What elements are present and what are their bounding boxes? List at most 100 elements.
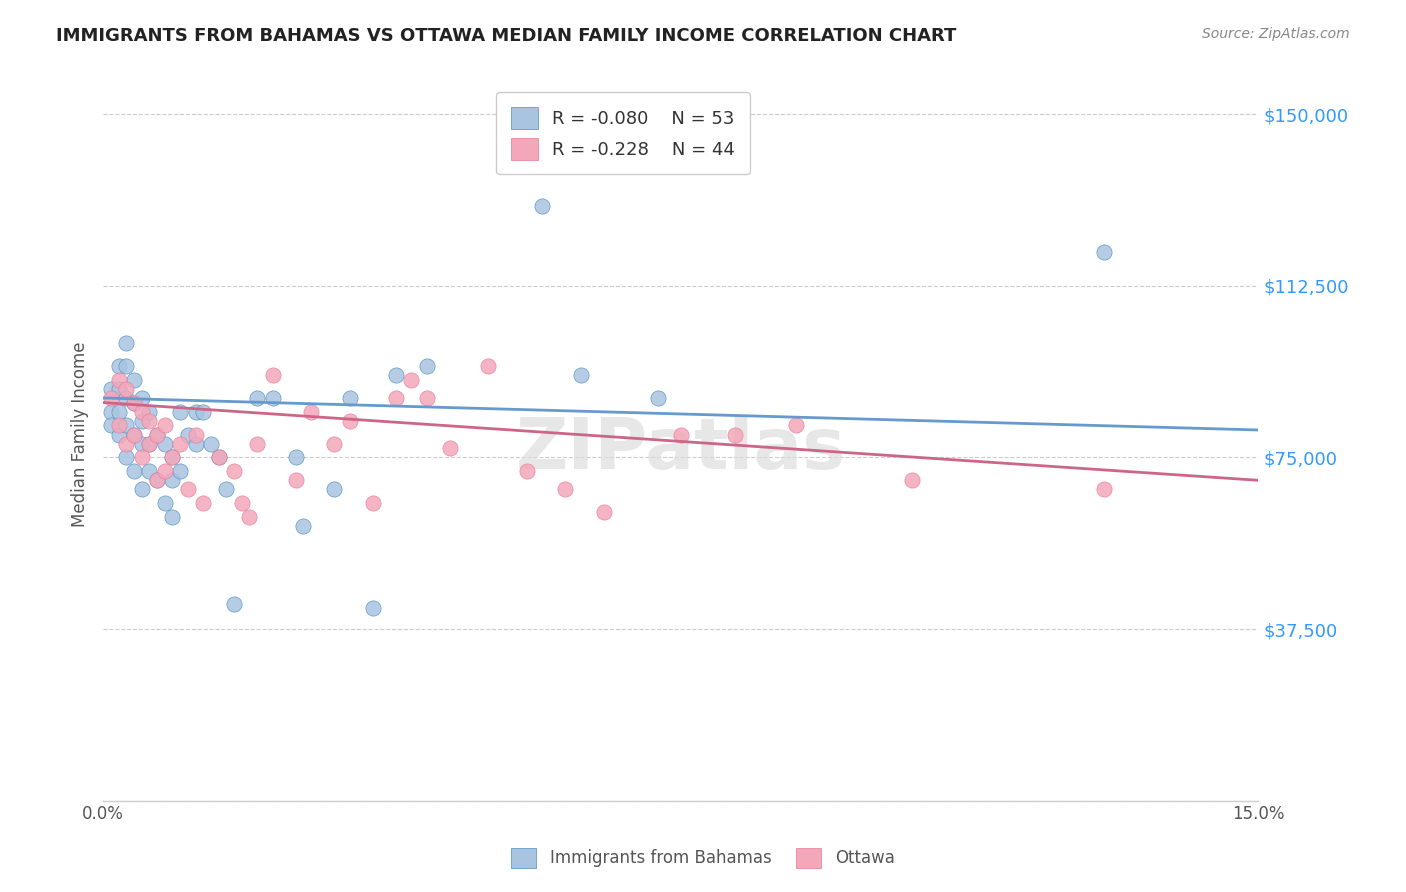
Point — [901, 473, 924, 487]
Point — [339, 391, 361, 405]
Point — [1094, 483, 1116, 497]
Point — [100, 391, 122, 405]
Point — [415, 391, 437, 405]
Point — [131, 391, 153, 405]
Point — [1094, 244, 1116, 259]
Point — [162, 510, 184, 524]
Point — [284, 473, 307, 487]
Point — [115, 336, 138, 351]
Point — [439, 442, 461, 456]
Point — [516, 464, 538, 478]
Point — [299, 405, 322, 419]
Y-axis label: Median Family Income: Median Family Income — [72, 342, 89, 527]
Point — [246, 391, 269, 405]
Point — [122, 395, 145, 409]
Point — [184, 436, 207, 450]
Point — [162, 450, 184, 465]
Point — [107, 405, 129, 419]
Point — [115, 382, 138, 396]
Point — [146, 427, 169, 442]
Point — [169, 436, 191, 450]
Point — [415, 359, 437, 373]
Point — [122, 395, 145, 409]
Point — [262, 391, 284, 405]
Point — [222, 464, 245, 478]
Point — [193, 405, 215, 419]
Text: ZIPatlas: ZIPatlas — [516, 415, 846, 483]
Point — [100, 418, 122, 433]
Point — [592, 505, 614, 519]
Point — [131, 483, 153, 497]
Legend: Immigrants from Bahamas, Ottawa: Immigrants from Bahamas, Ottawa — [505, 841, 901, 875]
Point — [107, 427, 129, 442]
Point — [477, 359, 499, 373]
Text: IMMIGRANTS FROM BAHAMAS VS OTTAWA MEDIAN FAMILY INCOME CORRELATION CHART: IMMIGRANTS FROM BAHAMAS VS OTTAWA MEDIAN… — [56, 27, 956, 45]
Point — [138, 405, 160, 419]
Point — [246, 436, 269, 450]
Point — [138, 436, 160, 450]
Point — [531, 199, 554, 213]
Point — [208, 450, 231, 465]
Point — [138, 464, 160, 478]
Point — [262, 368, 284, 383]
Point — [153, 496, 176, 510]
Point — [177, 427, 200, 442]
Point — [724, 427, 747, 442]
Point — [122, 373, 145, 387]
Point — [162, 473, 184, 487]
Point — [153, 464, 176, 478]
Point — [361, 496, 384, 510]
Point — [122, 427, 145, 442]
Point — [399, 373, 422, 387]
Point — [153, 418, 176, 433]
Point — [222, 597, 245, 611]
Point — [385, 391, 408, 405]
Point — [122, 464, 145, 478]
Point — [146, 473, 169, 487]
Point — [361, 601, 384, 615]
Point — [107, 418, 129, 433]
Point — [200, 436, 222, 450]
Point — [169, 464, 191, 478]
Point — [647, 391, 669, 405]
Point — [339, 414, 361, 428]
Point — [107, 359, 129, 373]
Point — [177, 483, 200, 497]
Point — [284, 450, 307, 465]
Point — [100, 382, 122, 396]
Point — [122, 427, 145, 442]
Point — [323, 483, 346, 497]
Point — [669, 427, 692, 442]
Point — [146, 473, 169, 487]
Point — [131, 436, 153, 450]
Point — [107, 373, 129, 387]
Point — [231, 496, 253, 510]
Point — [131, 414, 153, 428]
Point — [785, 418, 807, 433]
Point — [115, 450, 138, 465]
Point — [169, 405, 191, 419]
Point — [115, 418, 138, 433]
Point — [208, 450, 231, 465]
Point — [138, 436, 160, 450]
Point — [193, 496, 215, 510]
Point — [238, 510, 260, 524]
Point — [385, 368, 408, 383]
Point — [184, 405, 207, 419]
Point — [100, 405, 122, 419]
Point — [162, 450, 184, 465]
Point — [569, 368, 592, 383]
Point — [146, 427, 169, 442]
Point — [554, 483, 576, 497]
Point — [131, 450, 153, 465]
Point — [184, 427, 207, 442]
Point — [115, 436, 138, 450]
Point — [153, 436, 176, 450]
Point — [323, 436, 346, 450]
Point — [138, 414, 160, 428]
Legend: R = -0.080    N = 53, R = -0.228    N = 44: R = -0.080 N = 53, R = -0.228 N = 44 — [496, 92, 749, 174]
Point — [292, 519, 315, 533]
Point — [115, 359, 138, 373]
Point — [115, 391, 138, 405]
Point — [107, 382, 129, 396]
